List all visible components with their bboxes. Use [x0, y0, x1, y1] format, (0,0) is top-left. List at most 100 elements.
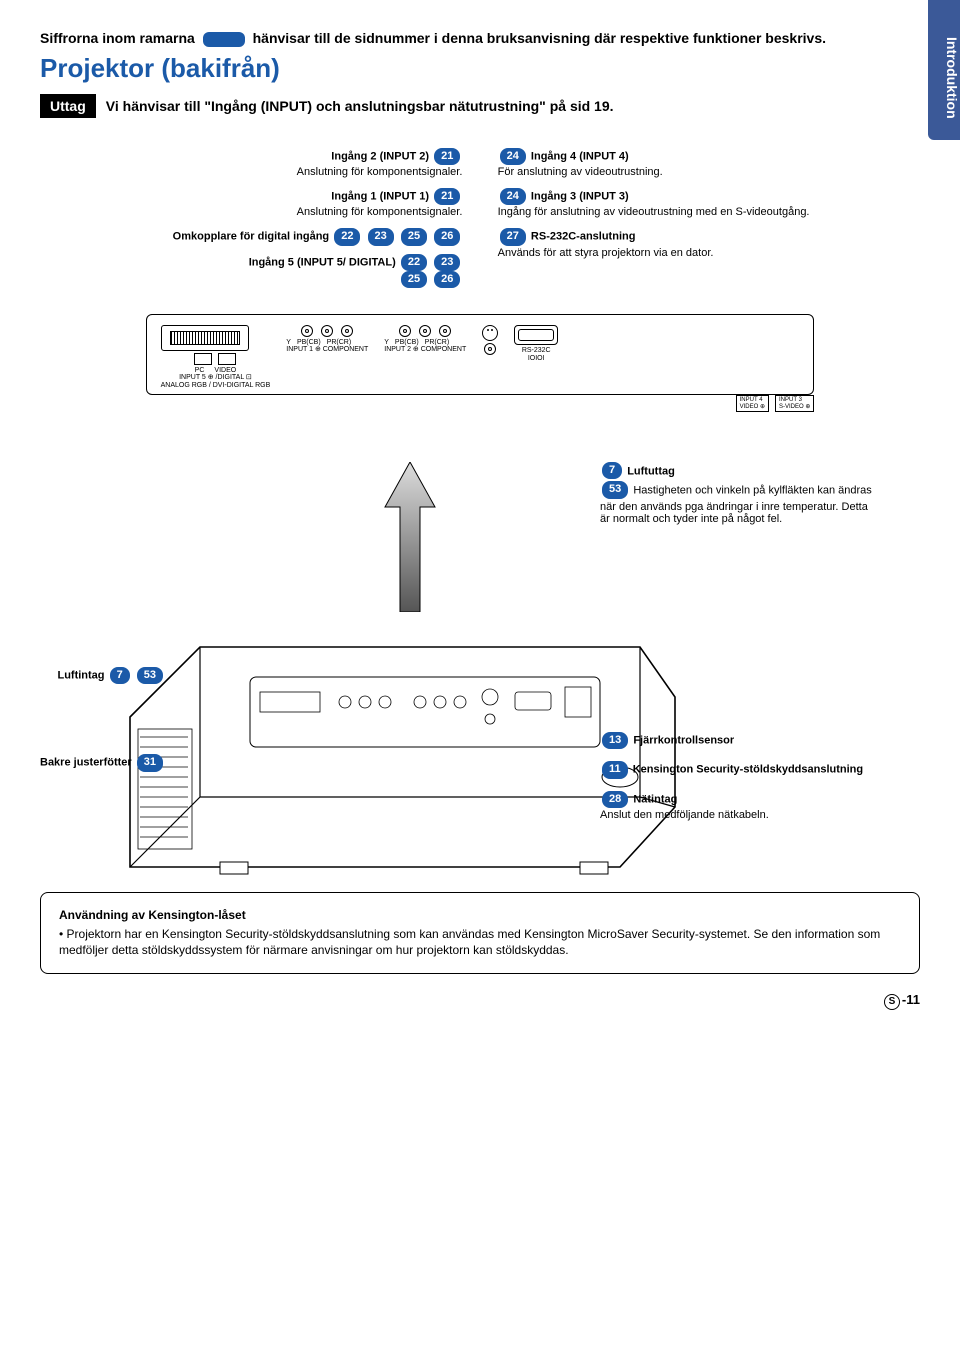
page-badge: 11: [602, 761, 628, 778]
desc: Anslut den medföljande nätkabeln.: [600, 808, 880, 823]
input3-mini: INPUT 3 S-VIDEO ⊕: [775, 395, 814, 412]
input1-sublabel: INPUT 1 ⊕ COMPONENT: [286, 346, 368, 354]
luftintag-callout: Luftintag 7 53: [40, 667, 165, 684]
kensington-info-box: Användning av Kensington-låset • Projekt…: [40, 892, 920, 974]
svideo-icon: [482, 325, 498, 341]
label: Ingång 1 (INPUT 1): [331, 191, 429, 203]
page-badge: 26: [434, 271, 460, 288]
pc-switch-icon: [194, 353, 212, 365]
intro-part2: hänvisar till de sidnummer i denna bruks…: [253, 30, 826, 46]
uttag-badge: Uttag: [40, 94, 96, 118]
desc: Hastigheten och vinkeln på kylfläkten ka…: [600, 485, 872, 525]
rca-icon: [321, 325, 333, 337]
label: Omkopplare för digital ingång: [173, 231, 329, 243]
projector-body-icon: [120, 637, 680, 877]
dvi-port-icon: [161, 325, 249, 351]
db9-icon: [514, 325, 558, 345]
rca-icon: [484, 343, 496, 355]
page-badge: 21: [434, 148, 460, 165]
video-label: VIDEO: [214, 367, 236, 374]
side-tab: Introduktion: [928, 0, 960, 140]
intro-part1: Siffrorna inom ramarna: [40, 30, 195, 46]
page-badge: 27: [500, 228, 526, 245]
pb-label: PB(CB): [297, 339, 321, 346]
rca-icon: [301, 325, 313, 337]
page-badge: 22: [334, 228, 360, 245]
port-panel: PC VIDEO INPUT 5 ⊕ /DIGITAL ⊡ ANALOG RGB…: [146, 314, 815, 394]
rca-icon: [341, 325, 353, 337]
uttag-row: Uttag Vi hänvisar till "Ingång (INPUT) o…: [40, 94, 920, 118]
air-arrow-icon: [380, 462, 440, 612]
right-callouts: 24 Ingång 4 (INPUT 4) För anslutning av …: [498, 148, 920, 297]
pr-label: PR(CR): [425, 339, 450, 346]
desc: Anslutning för komponentsignaler.: [40, 165, 462, 180]
page-badge: 7: [602, 462, 622, 479]
rs232c-sublabel: RS-232C IOIOI: [514, 347, 558, 362]
y-label: Y: [286, 339, 291, 346]
page-badge: 23: [368, 228, 394, 245]
pr-label: PR(CR): [327, 339, 352, 346]
rs232c-group: RS-232C IOIOI: [514, 325, 558, 362]
page-badge: 13: [602, 732, 628, 749]
page-badge: 26: [434, 228, 460, 245]
desc: Ingång för anslutning av videoutrustning…: [498, 205, 920, 220]
input2-sublabel: INPUT 2 ⊕ COMPONENT: [384, 346, 466, 354]
kensington-title: Användning av Kensington-låset: [59, 907, 901, 924]
page-badge: 22: [401, 254, 427, 271]
page-prefix: S: [884, 994, 900, 1010]
label: RS-232C-anslutning: [531, 231, 636, 243]
page-badge: 28: [602, 791, 628, 808]
page-ref-icon: [203, 32, 245, 47]
label: Ingång 2 (INPUT 2): [331, 150, 429, 162]
label: Luftintag: [57, 669, 104, 681]
connector-diagram: Ingång 2 (INPUT 2) 21 Anslutning för kom…: [40, 148, 920, 412]
callout-input2: Ingång 2 (INPUT 2) 21 Anslutning för kom…: [40, 148, 462, 180]
callout-digital-switch: Omkopplare för digital ingång 22 23 25 2…: [40, 228, 462, 245]
dvi-group: PC VIDEO INPUT 5 ⊕ /DIGITAL ⊡ ANALOG RGB…: [161, 325, 271, 389]
page-badge: 7: [110, 667, 130, 684]
fjarrkontroll-callout: 13 Fjärrkontrollsensor: [600, 732, 880, 749]
dvi-sublabel: INPUT 5 ⊕ /DIGITAL ⊡ ANALOG RGB / DVI-DI…: [161, 374, 271, 389]
label: Nätintag: [633, 793, 677, 805]
kensington-body: • Projektorn har en Kensington Security-…: [59, 926, 901, 960]
pc-label: PC: [195, 367, 205, 374]
page-badge: 21: [434, 188, 460, 205]
page-badge: 53: [602, 481, 628, 498]
callout-rs232c: 27 RS-232C-anslutning Används för att st…: [498, 228, 920, 260]
desc: För anslutning av videoutrustning.: [498, 165, 920, 180]
page-footer: S-11: [40, 992, 920, 1010]
video-switch-icon: [218, 353, 236, 365]
y-label: Y: [384, 339, 389, 346]
rca-icon: [399, 325, 411, 337]
callout-input3: 24 Ingång 3 (INPUT 3) Ingång för anslutn…: [498, 188, 920, 220]
label: Fjärrkontrollsensor: [633, 734, 734, 746]
kensington-callout: 11 Kensington Security-stöldskyddsanslut…: [600, 761, 880, 778]
desc: Anslutning för komponentsignaler.: [40, 205, 462, 220]
uttag-text: Vi hänvisar till "Ingång (INPUT) och ans…: [106, 98, 614, 114]
lower-left-callouts: Luftintag 7 53 Bakre justerfötter 31: [40, 622, 165, 842]
left-callouts: Ingång 2 (INPUT 2) 21 Anslutning för kom…: [40, 148, 462, 297]
intro-text: Siffrorna inom ramarna hänvisar till de …: [40, 30, 920, 47]
label: Bakre justerfötter: [40, 757, 132, 769]
callout-input1: Ingång 1 (INPUT 1) 21 Anslutning för kom…: [40, 188, 462, 220]
lower-right-callouts: 13 Fjärrkontrollsensor 11 Kensington Sec…: [600, 732, 880, 835]
label: Ingång 4 (INPUT 4): [531, 150, 629, 162]
page-badge: 24: [500, 188, 526, 205]
page-badge: 25: [401, 271, 427, 288]
page-badge: 31: [137, 754, 163, 771]
justerfotter-callout: Bakre justerfötter 31: [40, 754, 165, 771]
label: Ingång 5 (INPUT 5/ DIGITAL): [249, 256, 396, 268]
page-badge: 24: [500, 148, 526, 165]
desc: Används för att styra projektorn via en …: [498, 246, 920, 261]
label: Luftuttag: [627, 465, 675, 477]
input2-component: Y PB(CB) PR(CR) INPUT 2 ⊕ COMPONENT: [384, 325, 466, 354]
rca-icon: [419, 325, 431, 337]
page-num: -11: [902, 992, 920, 1007]
callout-input4: 24 Ingång 4 (INPUT 4) För anslutning av …: [498, 148, 920, 180]
natintag-callout: 28 Nätintag Anslut den medföljande nätka…: [600, 791, 880, 823]
luftuttag-callout: 7 Luftuttag 53 Hastigheten och vinkeln p…: [600, 462, 880, 525]
pb-label: PB(CB): [395, 339, 419, 346]
page-badge: 53: [137, 667, 163, 684]
page-badge: 25: [401, 228, 427, 245]
rca-icon: [439, 325, 451, 337]
